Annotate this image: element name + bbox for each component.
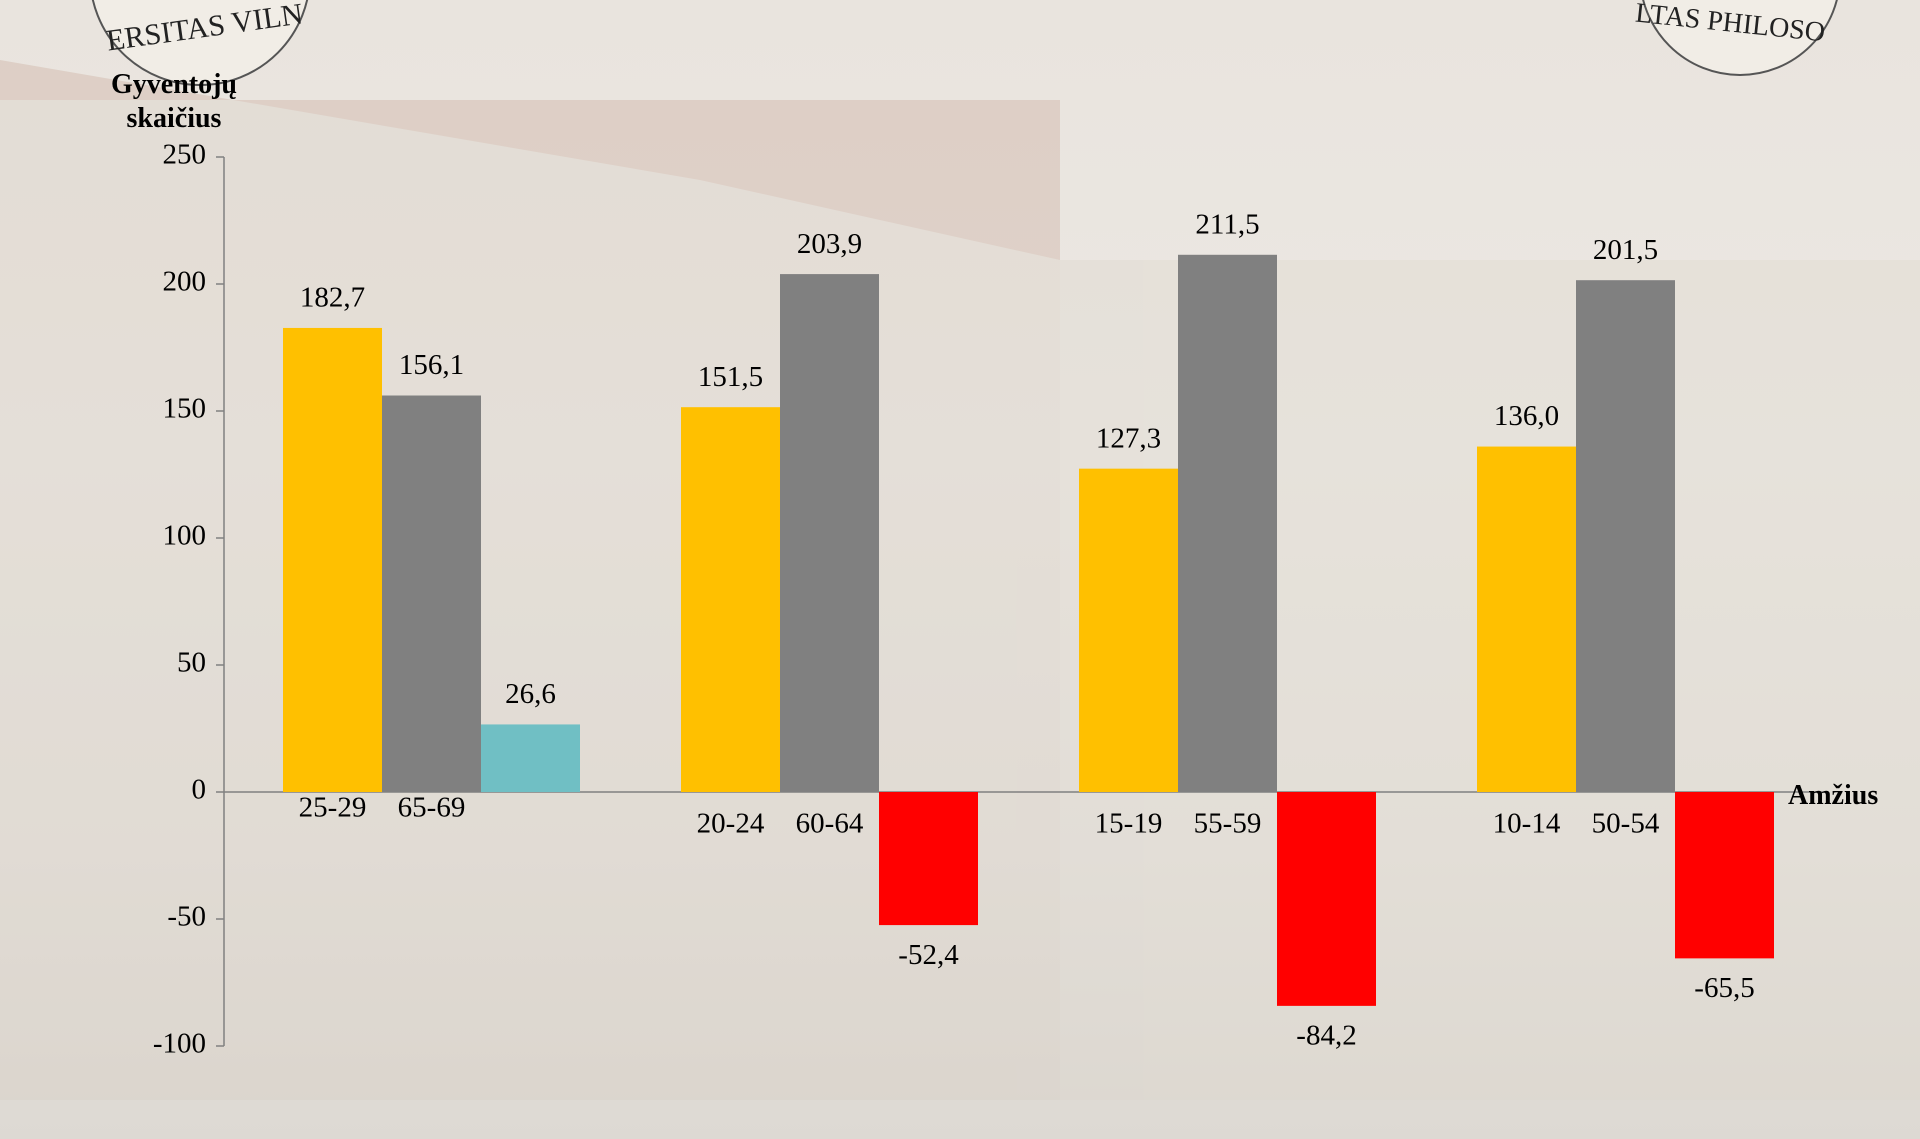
bar (1477, 447, 1576, 792)
bar (1576, 280, 1675, 792)
y-tick-label: 200 (163, 266, 207, 298)
y-tick-label: -100 (153, 1028, 206, 1060)
y-tick-label: 50 (177, 647, 206, 679)
bar (1675, 792, 1774, 958)
y-tick-label: 150 (163, 393, 207, 425)
bar-label: 55-59 (1194, 808, 1262, 840)
bar-label: 25-29 (299, 792, 367, 824)
page: ERSITAS VILN LTAS PHILOSO -100-500501001… (0, 0, 1920, 1139)
value-label: 203,9 (797, 228, 862, 260)
x-axis-label: Amžius (1788, 780, 1878, 812)
value-label: 156,1 (399, 349, 464, 381)
bar-label: 15-19 (1095, 808, 1163, 840)
value-label: 151,5 (698, 361, 763, 393)
bar-label: 10-14 (1493, 808, 1561, 840)
value-label: 182,7 (300, 282, 365, 314)
y-axis-label: Gyventojų skaičius (94, 68, 254, 136)
value-label: -65,5 (1694, 972, 1754, 1004)
bar (1178, 255, 1277, 792)
bar (382, 396, 481, 792)
bar (879, 792, 978, 925)
value-label: 136,0 (1494, 400, 1559, 432)
value-label: 211,5 (1195, 208, 1259, 240)
bar-label: 60-64 (796, 808, 864, 840)
chart: ERSITAS VILN LTAS PHILOSO -100-500501001… (0, 0, 1920, 1139)
bar-label: 50-54 (1592, 808, 1660, 840)
bar (1277, 792, 1376, 1006)
bar (481, 724, 580, 792)
bar (681, 407, 780, 792)
bar (283, 328, 382, 792)
value-label: -84,2 (1296, 1020, 1356, 1052)
value-label: -52,4 (898, 939, 959, 971)
y-tick-label: -50 (167, 901, 206, 933)
y-tick-label: 100 (163, 520, 207, 552)
y-tick-label: 250 (163, 139, 207, 171)
y-tick-label: 0 (192, 774, 207, 806)
bar (780, 274, 879, 792)
bar (1079, 469, 1178, 792)
value-label: 127,3 (1096, 422, 1161, 454)
bar-label: 20-24 (697, 808, 765, 840)
bar-label: 65-69 (398, 792, 466, 824)
value-label: 201,5 (1593, 234, 1658, 266)
value-label: 26,6 (505, 678, 556, 710)
